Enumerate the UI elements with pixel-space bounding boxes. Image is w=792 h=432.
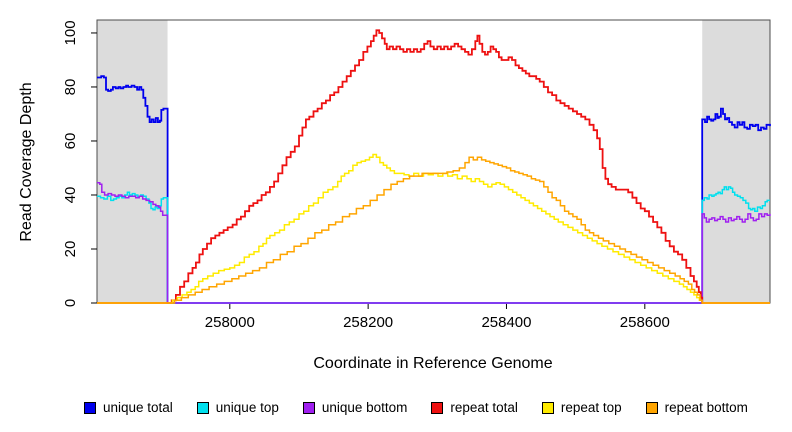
legend-item-repeat-top: repeat top [541, 400, 622, 415]
x-tick-label: 258400 [481, 314, 531, 331]
legend-label-repeat-total: repeat total [450, 400, 518, 415]
legend-label-unique-bottom: unique bottom [321, 400, 408, 415]
x-axis-title: Coordinate in Reference Genome [313, 355, 553, 372]
legend-item-repeat-bottom: repeat bottom [645, 400, 748, 415]
plot-box [96, 19, 771, 304]
legend-swatch-unique-bottom [302, 401, 315, 414]
y-tick-label: 60 [62, 133, 79, 150]
legend-item-unique-total: unique total [84, 400, 173, 415]
legend-label-unique-total: unique total [103, 400, 173, 415]
y-tick-label: 40 [62, 187, 79, 204]
x-tick-label: 258000 [205, 314, 255, 331]
legend-label-repeat-bottom: repeat bottom [664, 400, 748, 415]
y-tick-label: 20 [62, 241, 79, 258]
legend-swatch-repeat-total [431, 401, 444, 414]
series-line-repeat-total [97, 29, 770, 304]
y-tick-label: 0 [62, 299, 79, 307]
series-line-unique-bottom [97, 182, 771, 304]
y-axis-title: Read Coverage Depth [18, 82, 35, 242]
y-tick-label: 80 [62, 79, 79, 96]
masked-region [97, 20, 168, 303]
series-line-repeat-top [97, 153, 770, 304]
masked-region [702, 20, 770, 303]
legend-label-unique-top: unique top [215, 400, 279, 415]
series-line-unique-top [97, 186, 770, 304]
legend-swatch-unique-total [84, 401, 96, 414]
legend-swatch-repeat-bottom [645, 401, 658, 414]
legend-item-unique-top: unique top [196, 400, 279, 415]
legend-label-repeat-top: repeat top [560, 400, 622, 415]
series-line-repeat-bottom [97, 156, 770, 304]
legend-swatch-unique-top [196, 401, 209, 414]
series-line-unique-total [97, 75, 771, 304]
y-tick-label: 100 [62, 20, 79, 45]
legend: unique total unique top unique bottom re… [84, 400, 748, 415]
legend-item-repeat-total: repeat total [431, 400, 518, 415]
legend-item-unique-bottom: unique bottom [302, 400, 408, 415]
legend-swatch-repeat-top [541, 401, 554, 414]
x-tick-label: 258600 [620, 314, 670, 331]
x-tick-label: 258200 [343, 314, 393, 331]
